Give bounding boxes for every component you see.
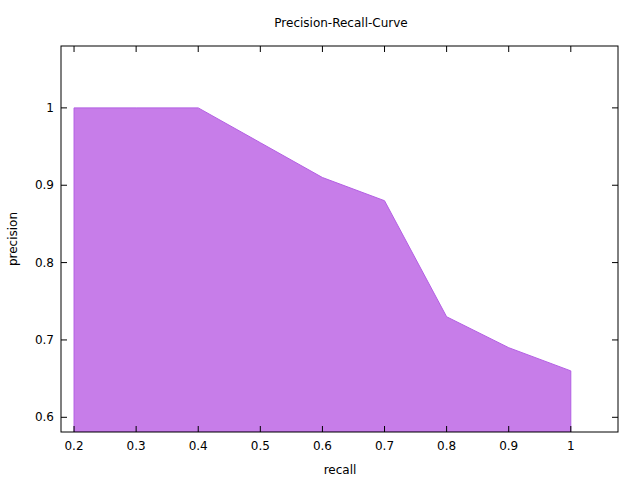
x-tick-label: 0.6: [313, 439, 332, 453]
x-tick-mirror: [446, 46, 447, 52]
x-tick-mirror: [74, 46, 75, 52]
x-tick: [260, 426, 261, 432]
x-tick-mirror: [508, 46, 509, 52]
x-tick-label: 0.8: [437, 439, 456, 453]
x-tick-mirror: [384, 46, 385, 52]
x-tick-label: 0.2: [64, 439, 83, 453]
x-tick: [446, 426, 447, 432]
y-axis-label: precision: [6, 212, 20, 266]
y-tick: [61, 185, 67, 186]
chart: 0.2 0.3 0.4 0.5 0.6 0.7 0.8 0.9 1 0.6 0.7 0.8 0.9 1 Pr…: [0, 0, 640, 480]
y-tick-mirror: [612, 185, 618, 186]
x-tick-label: 0.9: [499, 439, 518, 453]
x-tick-label: 0.3: [127, 439, 146, 453]
y-tick-label: 0.6: [35, 410, 54, 424]
x-tick: [508, 426, 509, 432]
y-tick-mirror: [612, 417, 618, 418]
x-tick-label: 0.7: [375, 439, 394, 453]
y-tick: [61, 417, 67, 418]
x-tick-label: 0.5: [251, 439, 270, 453]
y-tick-mirror: [612, 262, 618, 263]
x-axis-label: recall: [324, 463, 357, 477]
y-tick-label: 0.7: [35, 333, 54, 347]
x-tick-mirror: [198, 46, 199, 52]
title: Precision-Recall-Curve: [274, 16, 407, 30]
x-tick: [198, 426, 199, 432]
x-tick: [570, 426, 571, 432]
y-tick: [61, 339, 67, 340]
x-tick-mirror: [322, 46, 323, 52]
x-tick: [322, 426, 323, 432]
y-tick: [61, 107, 67, 108]
y-tick-mirror: [612, 107, 618, 108]
chart-svg: 0.2 0.3 0.4 0.5 0.6 0.7 0.8 0.9 1 0.6 0.7 0.8 0.9 1 Pr…: [0, 0, 640, 480]
x-tick-mirror: [260, 46, 261, 52]
area: [74, 108, 571, 432]
x-tick: [136, 426, 137, 432]
y-tick: [61, 262, 67, 263]
x-tick-label: 0.4: [189, 439, 208, 453]
y-tick-mirror: [612, 339, 618, 340]
x-tick-mirror: [570, 46, 571, 52]
y-tick-label: 1: [46, 101, 54, 115]
y-tick-label: 0.8: [35, 256, 54, 270]
x-tick: [384, 426, 385, 432]
plot-frame: [61, 46, 618, 432]
x-tick-label: 1: [567, 439, 575, 453]
plot-area: [74, 108, 571, 432]
y-tick-label: 0.9: [35, 178, 54, 192]
x-tick-mirror: [136, 46, 137, 52]
x-tick: [74, 426, 75, 432]
